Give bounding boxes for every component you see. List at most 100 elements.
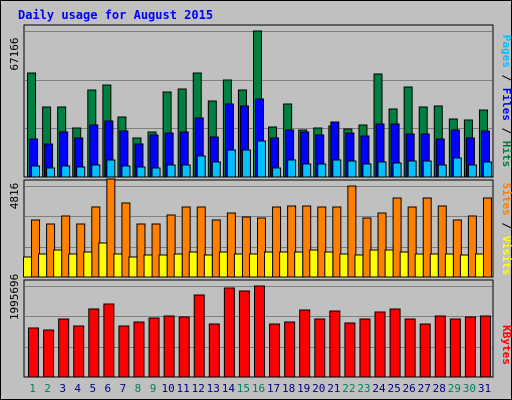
legend: Pages / Files / Hits xyxy=(500,35,512,168)
legend-entry-4: Hits xyxy=(500,141,512,168)
bar-kbytes-day-27 xyxy=(419,323,431,378)
x-tick-label: 13 xyxy=(207,382,220,395)
bar-visits-day-13 xyxy=(211,219,221,278)
bar-visits-day-26 xyxy=(407,206,417,278)
bar-visits-day-19 xyxy=(302,205,312,278)
bar-sites-day-13 xyxy=(203,254,213,278)
series-sites xyxy=(23,242,484,278)
bar-sites-day-26 xyxy=(399,251,409,278)
bar-kbytes-day-23 xyxy=(359,318,371,378)
bar-sites-day-11 xyxy=(173,253,183,278)
bar-pages-day-23 xyxy=(362,163,372,178)
bar-visits-day-23 xyxy=(362,217,372,278)
bar-pages-day-15 xyxy=(241,149,251,178)
x-tick-label: 28 xyxy=(433,382,446,395)
bar-pages-day-18 xyxy=(287,159,297,178)
bar-kbytes-day-17 xyxy=(269,323,281,378)
x-tick-label: 5 xyxy=(89,382,96,395)
bar-sites-day-18 xyxy=(279,251,289,278)
chart-title: Daily usage for August 2015 xyxy=(18,8,213,22)
bar-kbytes-day-28 xyxy=(434,315,446,378)
bar-visits-day-28 xyxy=(437,205,447,278)
x-tick-label: 16 xyxy=(252,382,265,395)
bar-sites-day-3 xyxy=(53,249,63,278)
bar-sites-day-23 xyxy=(354,254,364,278)
bar-pages-day-28 xyxy=(437,164,447,178)
bar-pages-day-8 xyxy=(136,166,146,178)
legend-entry-0: Sites xyxy=(500,183,512,216)
bar-pages-day-10 xyxy=(166,164,176,178)
bar-kbytes-day-8 xyxy=(133,321,145,378)
bar-visits-day-20 xyxy=(317,206,327,278)
bar-visits-day-15 xyxy=(241,216,251,278)
bar-visits-day-1 xyxy=(31,219,41,278)
bar-sites-day-24 xyxy=(369,249,379,278)
bar-sites-day-9 xyxy=(143,254,153,278)
series-visits xyxy=(31,178,492,278)
bar-kbytes-day-11 xyxy=(178,316,190,378)
bar-visits-day-7 xyxy=(121,202,131,278)
x-tick-label: 2 xyxy=(44,382,51,395)
bar-pages-day-29 xyxy=(452,157,462,178)
bar-visits-day-24 xyxy=(377,212,387,278)
bar-sites-day-10 xyxy=(158,254,168,278)
bar-pages-day-22 xyxy=(347,160,357,178)
bar-kbytes-day-18 xyxy=(284,321,296,378)
bar-pages-day-19 xyxy=(302,163,312,178)
bar-kbytes-day-10 xyxy=(163,315,175,378)
bar-pages-day-5 xyxy=(91,164,101,178)
bar-pages-day-7 xyxy=(121,165,131,178)
bar-visits-day-11 xyxy=(181,206,191,278)
bar-visits-day-29 xyxy=(452,219,462,278)
bar-sites-day-17 xyxy=(264,251,274,278)
x-tick-label: 23 xyxy=(357,382,370,395)
bar-pages-day-21 xyxy=(332,159,342,178)
legend-entry-1: / xyxy=(500,68,512,88)
ymax-label: 1995696 xyxy=(8,274,21,320)
x-axis-day-labels: 1 2 3 4 5 6 7 8 9 10 11 12 13 14 15 16 17 18 19 20 21 22 23 24 2… xyxy=(29,382,491,395)
legend-entry-0: Pages xyxy=(500,35,512,68)
chart-panels: 67166 Pages / Files / Hits 4816 Sites / Vis… xyxy=(8,24,512,378)
x-tick-label: 10 xyxy=(161,382,174,395)
bar-sites-day-2 xyxy=(38,253,48,278)
bar-kbytes-day-31 xyxy=(479,315,491,378)
bar-pages-day-25 xyxy=(392,162,402,178)
bar-pages-day-1 xyxy=(31,165,41,178)
x-tick-label: 9 xyxy=(150,382,157,395)
bar-sites-day-31 xyxy=(474,253,484,278)
x-tick-label: 22 xyxy=(342,382,355,395)
panel-kbytes: 1995696 KBytes xyxy=(8,274,512,378)
legend-entry-2: Visits xyxy=(500,236,512,276)
bar-pages-day-26 xyxy=(407,160,417,178)
bar-kbytes-day-13 xyxy=(208,323,220,378)
bar-kbytes-day-5 xyxy=(88,308,100,378)
series-kbytes xyxy=(28,285,491,378)
x-tick-label: 27 xyxy=(418,382,431,395)
bar-pages-day-2 xyxy=(46,167,56,178)
bar-sites-day-21 xyxy=(324,251,334,278)
bar-kbytes-day-24 xyxy=(374,311,386,378)
x-tick-label: 29 xyxy=(448,382,461,395)
x-tick-label: 25 xyxy=(387,382,400,395)
bar-pages-day-4 xyxy=(76,166,86,178)
bar-kbytes-day-22 xyxy=(344,322,356,378)
bar-sites-day-30 xyxy=(459,254,469,278)
bar-visits-day-18 xyxy=(287,205,297,278)
x-tick-label: 18 xyxy=(282,382,295,395)
bar-pages-day-27 xyxy=(422,160,432,178)
bar-kbytes-day-29 xyxy=(449,318,461,378)
x-tick-label: 4 xyxy=(74,382,81,395)
bar-pages-day-6 xyxy=(106,159,116,178)
bar-kbytes-day-16 xyxy=(254,285,265,378)
legend: Sites / Visits xyxy=(500,183,512,276)
bar-sites-day-1 xyxy=(23,256,33,278)
x-tick-label: 17 xyxy=(267,382,280,395)
bar-visits-day-22 xyxy=(347,185,357,278)
bar-visits-day-9 xyxy=(151,223,161,278)
bar-kbytes-day-19 xyxy=(299,309,311,378)
bar-sites-day-4 xyxy=(68,253,78,278)
x-tick-label: 1 xyxy=(29,382,36,395)
bar-kbytes-day-30 xyxy=(464,316,476,378)
x-tick-label: 8 xyxy=(135,382,142,395)
